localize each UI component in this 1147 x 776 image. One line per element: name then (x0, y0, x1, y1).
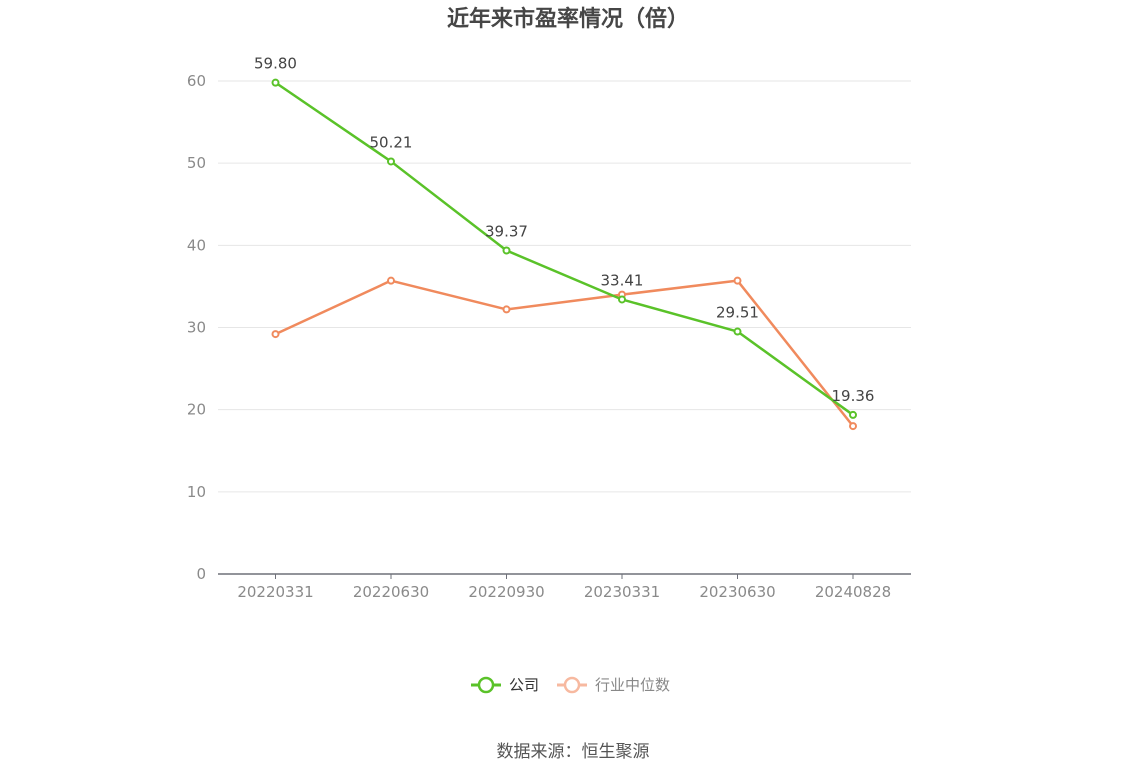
point-company[interactable] (387, 157, 395, 166)
series-line-industry-median (274, 279, 854, 427)
legend-circle-marker (563, 676, 581, 694)
axes: 0 10 20 30 40 50 60 20220331 20220630 20220930 202… (187, 72, 911, 601)
point-industry-median[interactable] (733, 276, 742, 285)
legend-circle-marker (477, 676, 495, 694)
y-tick-label: 60 (187, 72, 206, 90)
point-industry-median[interactable] (849, 422, 857, 431)
point-company[interactable] (271, 78, 280, 87)
data-label-company: 29.51 (716, 304, 759, 322)
y-tick-label: 30 (187, 319, 206, 337)
y-tick-label: 50 (187, 154, 206, 172)
legend[interactable]: 公司 行业中位数 (471, 676, 670, 694)
data-label-company: 50.21 (370, 133, 413, 151)
x-tick-label: 20230630 (699, 583, 775, 601)
y-tick-label: 20 (187, 401, 206, 419)
data-label-company: 39.37 (485, 223, 528, 241)
data-label-company: 19.36 (832, 387, 875, 405)
x-tick-label: 20230331 (584, 583, 660, 601)
series-lines (271, 78, 857, 431)
legend-item-industry-median[interactable]: 行业中位数 (557, 676, 670, 694)
data-label-company: 59.80 (254, 55, 297, 73)
point-company[interactable] (502, 246, 511, 255)
x-tick-label: 20220630 (353, 583, 429, 601)
y-tick-label: 0 (196, 565, 206, 583)
point-company[interactable] (849, 410, 857, 419)
legend-label: 公司 (509, 676, 539, 694)
point-company[interactable] (733, 327, 742, 336)
y-tick-label: 40 (187, 236, 206, 254)
point-company[interactable] (618, 295, 626, 304)
y-tick-label: 10 (187, 483, 206, 501)
data-source: 数据来源：恒生聚源 (497, 742, 650, 762)
point-industry-median[interactable] (502, 305, 511, 314)
data-label-company: 33.41 (601, 271, 644, 289)
series-line-company (274, 81, 854, 416)
x-tick-label: 20240828 (815, 583, 891, 601)
point-industry-median[interactable] (387, 276, 395, 285)
x-tick-label: 20220331 (237, 583, 313, 601)
legend-item-company[interactable]: 公司 (471, 676, 539, 694)
grid-lines (218, 80, 911, 493)
point-industry-median[interactable] (271, 330, 280, 339)
chart-title: 近年来市盈率情况（倍） (447, 6, 689, 32)
data-labels: 59.80 50.21 39.37 33.41 29.51 19.36 (254, 55, 874, 405)
x-tick-label: 20220930 (468, 583, 544, 601)
legend-label: 行业中位数 (595, 676, 670, 694)
